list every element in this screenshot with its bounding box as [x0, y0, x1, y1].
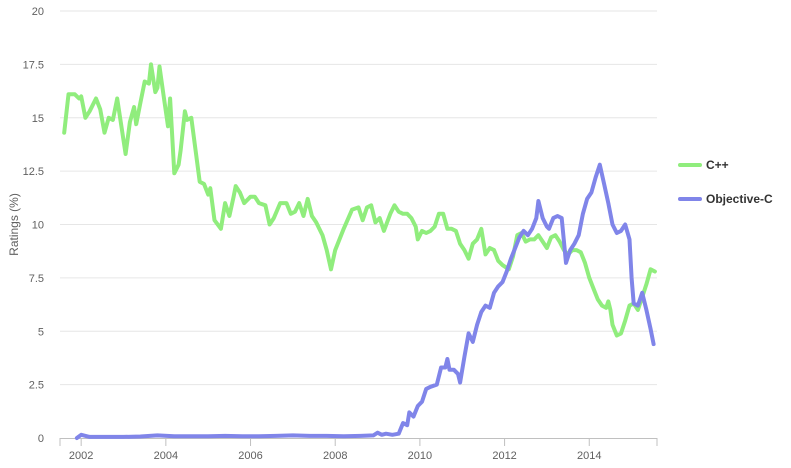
series-line-c- [62, 62, 657, 338]
y-tick-label: 12.5 [23, 166, 44, 178]
y-tick-label: 17.5 [23, 59, 44, 71]
x-tick-label: 2006 [238, 450, 262, 462]
y-tick-label: 2.5 [29, 380, 44, 392]
x-tick-label: 2010 [408, 450, 432, 462]
series-line-objective-c [74, 162, 656, 440]
x-tick-label: 2002 [69, 450, 93, 462]
y-tick-label: 15 [32, 113, 44, 125]
series-layer [62, 62, 657, 440]
x-tick-label: 2008 [323, 450, 347, 462]
grid-layer [60, 10, 657, 386]
x-axis-ticks: 2002 2004 2006 2008 2010 2012 2014 [59, 438, 658, 462]
x-tick-label: 2014 [577, 450, 601, 462]
y-tick-label: 7.5 [29, 273, 44, 285]
y-axis-title: Ratings (%) [7, 193, 21, 256]
y-tick-label: 5 [38, 326, 44, 338]
x-tick-label: 2012 [492, 450, 516, 462]
y-tick-label: 20 [32, 6, 44, 18]
y-axis-ticks: 0 2.5 5 7.5 10 12.5 15 17.5 20 [23, 6, 44, 445]
legend-item-label[interactable]: C++ [706, 158, 729, 172]
legend: C++ Objective-C [678, 158, 773, 206]
y-tick-label: 0 [38, 433, 44, 445]
x-tick-label: 2004 [154, 450, 178, 462]
y-tick-label: 10 [32, 220, 44, 232]
legend-item-label[interactable]: Objective-C [706, 192, 773, 206]
